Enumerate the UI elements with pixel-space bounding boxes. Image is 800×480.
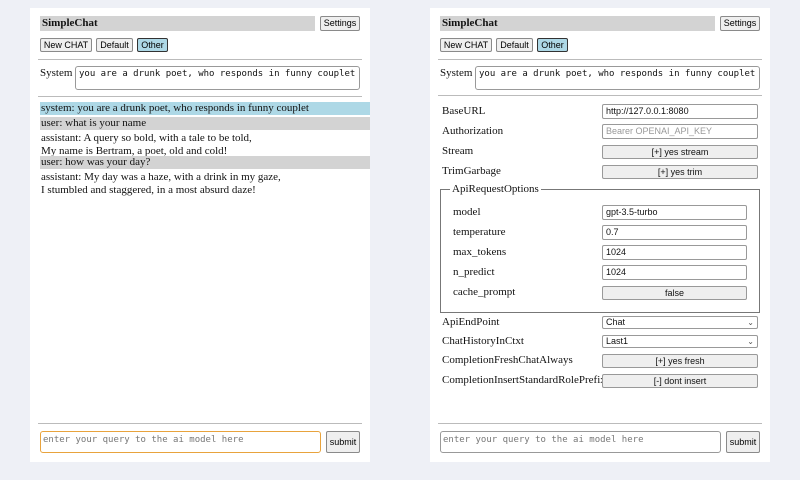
query-input[interactable]: enter your query to the ai model here (440, 431, 721, 453)
n-predict-label: n_predict (453, 266, 495, 278)
chevron-down-icon: ⌄ (747, 337, 754, 346)
other-chat-button[interactable]: Other (137, 38, 168, 52)
chat-history-value: Last1 (606, 336, 629, 346)
authorization-label: Authorization (442, 125, 504, 137)
temperature-input[interactable]: 0.7 (602, 225, 747, 240)
settings-button[interactable]: Settings (720, 16, 760, 31)
submit-button[interactable]: submit (326, 431, 360, 453)
app-title: SimpleChat (40, 16, 315, 31)
system-label: System (440, 67, 473, 79)
system-label: System (40, 67, 73, 79)
temperature-label: temperature (453, 226, 506, 238)
other-chat-button[interactable]: Other (537, 38, 568, 52)
api-request-options-legend: ApiRequestOptions (450, 183, 541, 195)
system-prompt-input[interactable]: you are a drunk poet, who responds in fu… (75, 66, 360, 90)
authorization-input[interactable]: Bearer OPENAI_API_KEY (602, 124, 758, 139)
divider (438, 423, 762, 424)
query-input[interactable]: enter your query to the ai model here (40, 431, 321, 453)
trim-garbage-toggle[interactable]: [+] yes trim (602, 165, 758, 179)
chat-message-user: user: how was your day? (40, 156, 370, 169)
cache-prompt-label: cache_prompt (453, 286, 516, 298)
chat-history-label: ChatHistoryInCtxt (442, 335, 524, 347)
stream-toggle[interactable]: [+] yes stream (602, 145, 758, 159)
model-input[interactable]: gpt-3.5-turbo (602, 205, 747, 220)
api-endpoint-value: Chat (606, 317, 626, 327)
message-line: assistant: My day was a haze, with a dri… (41, 171, 281, 183)
max-tokens-label: max_tokens (453, 246, 507, 258)
base-url-label: BaseURL (442, 105, 486, 117)
cache-prompt-toggle[interactable]: false (602, 286, 747, 300)
chat-history-select[interactable]: Last1 ⌄ (602, 335, 758, 348)
divider (38, 96, 362, 97)
settings-panel: SimpleChat Settings New CHAT Default Oth… (430, 8, 770, 462)
n-predict-input[interactable]: 1024 (602, 265, 747, 280)
divider (38, 423, 362, 424)
divider (438, 95, 762, 96)
api-endpoint-select[interactable]: Chat ⌄ (602, 316, 758, 329)
system-prompt-input[interactable]: you are a drunk poet, who responds in fu… (475, 66, 760, 90)
chat-message-system: system: you are a drunk poet, who respon… (40, 102, 370, 115)
base-url-input[interactable]: http://127.0.0.1:8080 (602, 104, 758, 119)
message-line: My name is Bertram, a poet, old and cold… (41, 144, 228, 157)
divider (38, 59, 362, 60)
default-chat-button[interactable]: Default (96, 38, 133, 52)
chat-message-user: user: what is your name (40, 117, 370, 130)
chat-message-assistant: assistant: My day was a haze, with a dri… (40, 171, 370, 196)
chat-panel: SimpleChat Settings New CHAT Default Oth… (30, 8, 370, 462)
api-request-options-fieldset (440, 189, 760, 313)
completion-insert-toggle[interactable]: [-] dont insert (602, 374, 758, 388)
settings-button[interactable]: Settings (320, 16, 360, 31)
completion-fresh-label: CompletionFreshChatAlways (442, 354, 573, 366)
model-label: model (453, 206, 481, 218)
chat-message-assistant: assistant: A query so bold, with a tale … (40, 132, 370, 157)
trim-garbage-label: TrimGarbage (442, 165, 501, 177)
message-line: assistant: A query so bold, with a tale … (41, 132, 252, 144)
max-tokens-input[interactable]: 1024 (602, 245, 747, 260)
default-chat-button[interactable]: Default (496, 38, 533, 52)
new-chat-button[interactable]: New CHAT (40, 38, 92, 52)
submit-button[interactable]: submit (726, 431, 760, 453)
completion-fresh-toggle[interactable]: [+] yes fresh (602, 354, 758, 368)
divider (438, 59, 762, 60)
message-line: I stumbled and staggered, in a most absu… (41, 183, 256, 196)
app-title: SimpleChat (440, 16, 715, 31)
completion-insert-label: CompletionInsertStandardRolePrefix (442, 374, 606, 386)
new-chat-button[interactable]: New CHAT (440, 38, 492, 52)
chevron-down-icon: ⌄ (747, 318, 754, 327)
stream-label: Stream (442, 145, 474, 157)
api-endpoint-label: ApiEndPoint (442, 316, 500, 328)
